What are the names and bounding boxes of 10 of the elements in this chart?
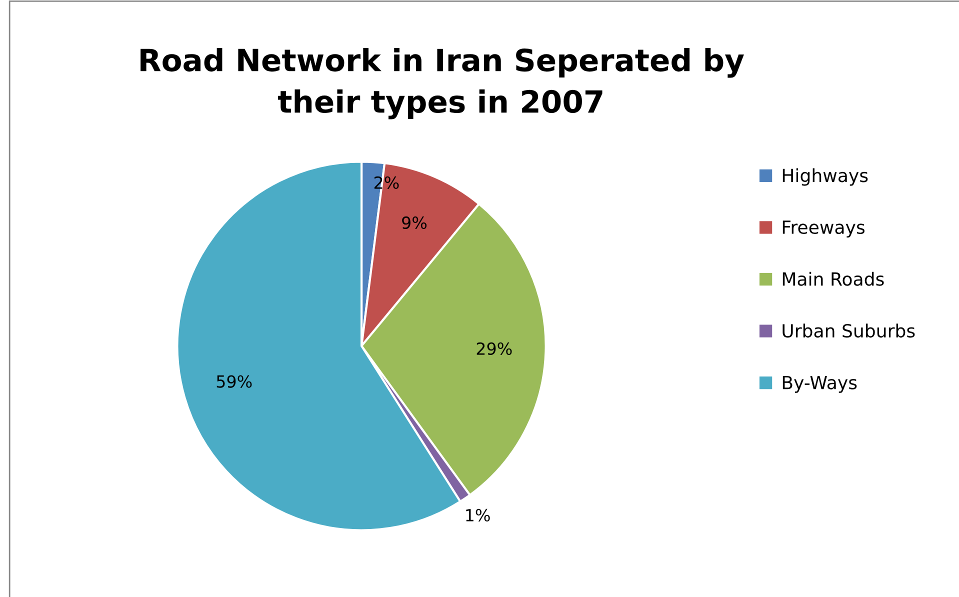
legend-label: Urban Suburbs: [782, 324, 915, 338]
legend-label: Freeways: [782, 220, 864, 238]
legend-label: Highways: [782, 168, 868, 186]
data-label: 29%: [476, 342, 512, 355]
data-label: 1%: [466, 508, 490, 522]
legend-label: Main Roads: [782, 272, 884, 286]
chart-title: Road Network in Iran Seperated by their types in 2007: [140, 48, 744, 120]
data-label: 59%: [216, 375, 252, 388]
data-label: 9%: [402, 216, 427, 230]
legend-label: By-Ways: [782, 376, 857, 393]
